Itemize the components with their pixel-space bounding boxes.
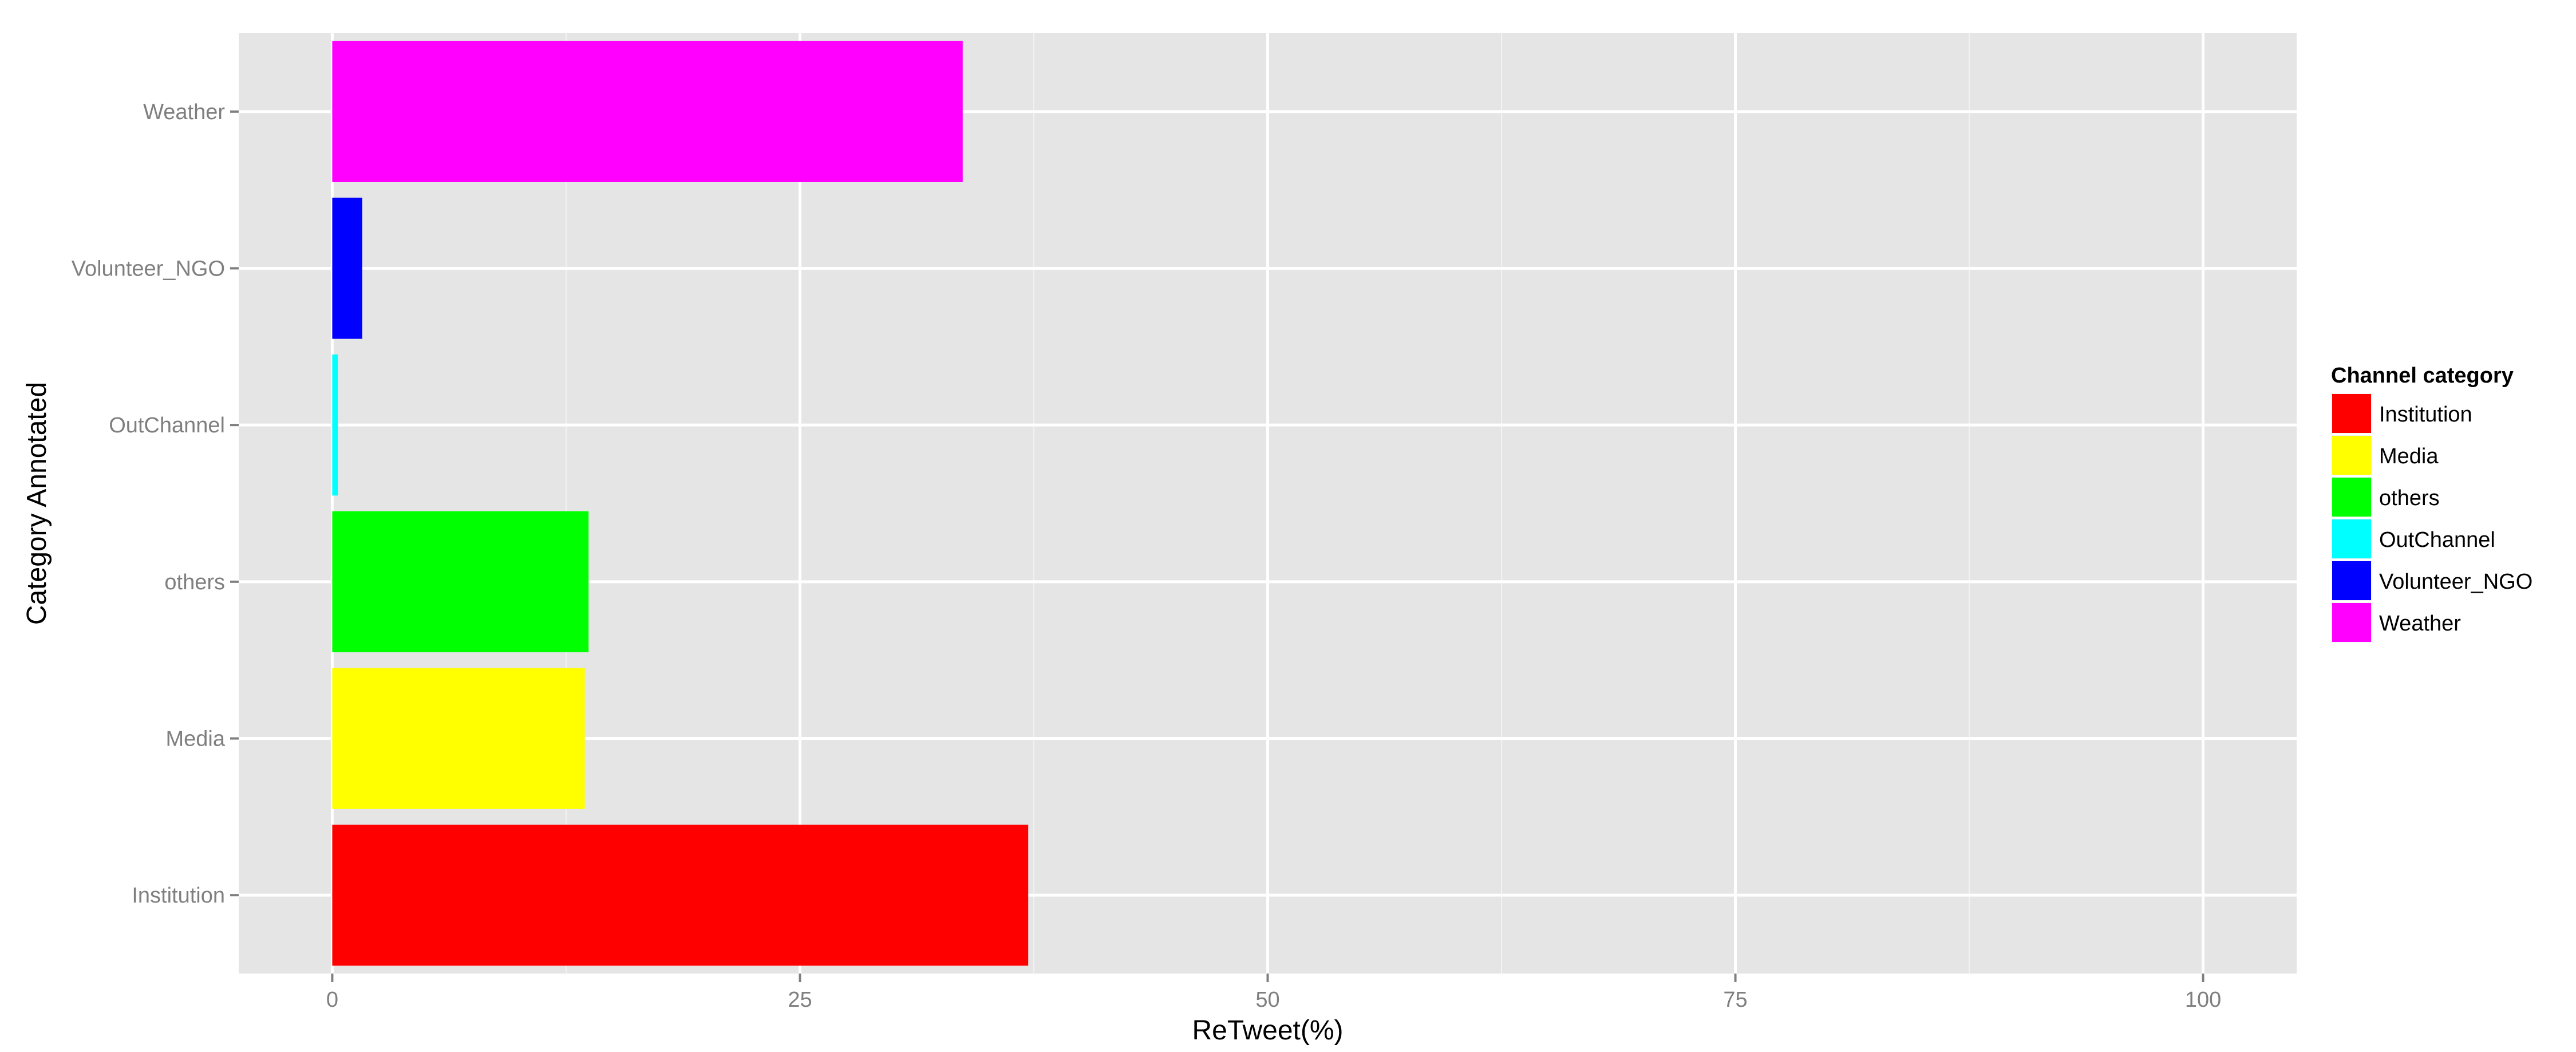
legend-label: Volunteer_NGO xyxy=(2379,570,2532,594)
x-tick-label: 0 xyxy=(326,988,338,1012)
legend-label: others xyxy=(2379,486,2440,510)
y-axis: Institution Media others OutChannel Voluntee… xyxy=(72,100,239,908)
bar-media xyxy=(332,668,585,809)
x-tick-label: 50 xyxy=(1255,988,1279,1012)
legend-swatch xyxy=(2332,561,2371,600)
legend-label: Media xyxy=(2379,444,2439,468)
y-tick-label: OutChannel xyxy=(109,413,225,438)
bar-institution xyxy=(332,825,1029,966)
bar-others xyxy=(332,511,589,652)
y-tick-label: Media xyxy=(166,727,226,751)
legend-label: Weather xyxy=(2379,612,2461,636)
legend-swatch xyxy=(2332,394,2371,433)
legend-label: OutChannel xyxy=(2379,528,2495,552)
y-tick-label: Institution xyxy=(132,884,225,908)
y-tick-label: Volunteer_NGO xyxy=(72,257,225,281)
legend-swatch xyxy=(2332,519,2371,558)
legend-swatch xyxy=(2332,436,2371,475)
legend-swatch xyxy=(2332,603,2371,642)
x-axis-title: ReTweet(%) xyxy=(1192,1015,1343,1046)
grid-minor xyxy=(565,33,1970,974)
legend-swatch xyxy=(2332,478,2371,517)
bar-outchannel xyxy=(332,354,338,496)
x-tick-label: 100 xyxy=(2185,988,2221,1012)
x-tick-label: 25 xyxy=(788,988,812,1012)
legend-title: Channel category xyxy=(2331,364,2514,388)
y-tick-label: Weather xyxy=(143,100,225,124)
y-tick-label: others xyxy=(164,570,225,594)
y-axis-title: Category Annotated xyxy=(22,382,52,625)
x-tick-label: 75 xyxy=(1723,988,1747,1012)
bar-weather xyxy=(332,41,963,182)
legend: Channel category Institution Media others O… xyxy=(2330,364,2532,644)
x-axis: 0 25 50 75 100 xyxy=(326,974,2221,1012)
legend-label: Institution xyxy=(2379,403,2472,427)
bar-volunteer-ngo xyxy=(332,198,362,339)
bars xyxy=(332,41,1029,966)
